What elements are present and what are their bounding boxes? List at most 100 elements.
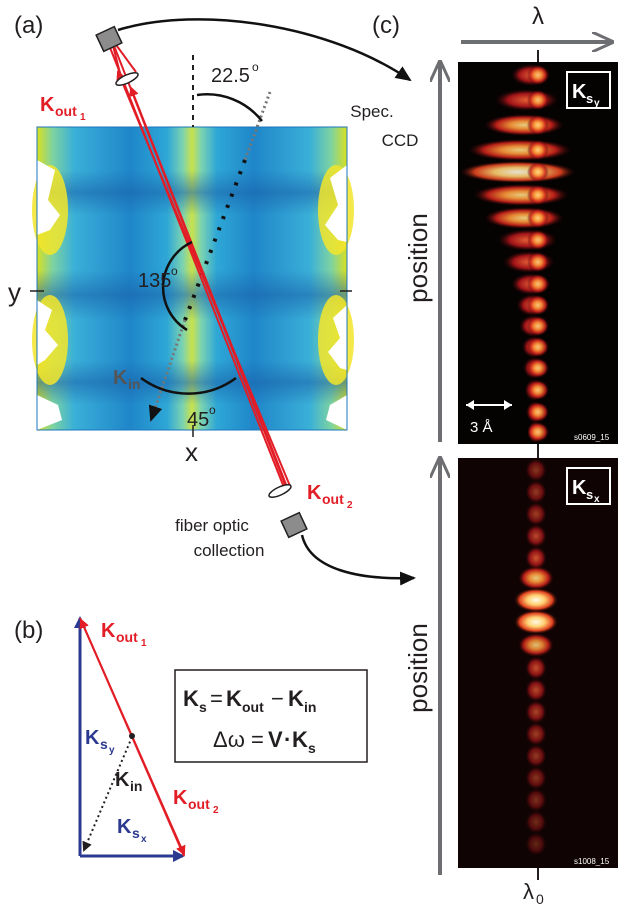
svg-text:Δω: Δω — [213, 727, 245, 752]
svg-text:s: s — [132, 825, 140, 841]
lambda-label: λ — [532, 3, 544, 30]
label-k-out2-a: K out 2 — [307, 482, 353, 511]
spec-ccd-line2: CCD — [382, 131, 419, 150]
svg-text:out: out — [242, 699, 264, 715]
fiber-optic-line2: collection — [194, 541, 265, 560]
spectrum-speckle — [527, 230, 549, 250]
svg-text:λ: λ — [523, 879, 534, 904]
spectrum-speckle — [527, 422, 549, 442]
svg-text:o: o — [209, 403, 216, 417]
svg-text:o: o — [171, 264, 178, 278]
svg-text:1: 1 — [80, 112, 86, 123]
svg-text:K: K — [572, 477, 587, 499]
fiber-optic-line1: fiber optic — [175, 516, 249, 535]
svg-text:=: = — [251, 727, 264, 752]
svg-text:K: K — [307, 482, 322, 504]
svg-text:in: in — [130, 778, 142, 794]
spectrum-speckle — [525, 766, 547, 790]
spectrum-speckle — [525, 832, 547, 856]
svg-text:−: − — [271, 686, 284, 711]
svg-text:45: 45 — [187, 409, 209, 431]
equation-ks: K s = K out − K in — [183, 686, 316, 715]
spectrum-speckle — [527, 402, 549, 422]
angle-arc-135 — [161, 240, 193, 332]
svg-text:s: s — [199, 699, 207, 715]
svg-text:K: K — [115, 769, 130, 791]
spectrum-speckle — [525, 502, 547, 526]
spectrum-speckle — [514, 610, 558, 634]
lens-top — [115, 72, 139, 86]
svg-text:K: K — [173, 787, 188, 809]
svg-text:3 Å: 3 Å — [470, 419, 493, 436]
spectrum-speckle — [525, 744, 547, 768]
panel-b-label: (b) — [14, 617, 43, 644]
arrow-to-top-spectrum — [117, 18, 412, 82]
spectrum-speckle — [525, 788, 547, 812]
svg-text:K: K — [113, 367, 128, 389]
spectrum-speckle — [525, 722, 547, 746]
angle-label-22-5: 22.5 o — [211, 60, 259, 87]
svg-text:K: K — [572, 81, 587, 103]
spectrum-speckle — [525, 700, 547, 724]
spectrum-speckle — [525, 458, 547, 482]
panel-c-label: (c) — [372, 12, 400, 39]
svg-text:2: 2 — [213, 805, 219, 816]
svg-text:K: K — [292, 727, 308, 752]
svg-text:135: 135 — [138, 270, 171, 292]
image-id-bottom: s1008_15 — [574, 857, 610, 866]
spectrum-speckle — [525, 678, 547, 702]
svg-text:K: K — [183, 686, 199, 711]
spectrum-speckle — [525, 480, 547, 504]
svg-text:in: in — [128, 376, 140, 392]
svg-text:s: s — [100, 736, 108, 752]
spectrum-speckle — [527, 274, 549, 294]
spectrum-speckle — [527, 162, 549, 182]
svg-text:s: s — [586, 487, 593, 502]
scattered-beams — [106, 37, 291, 493]
svg-text:s: s — [586, 91, 593, 106]
spectrum-speckle — [467, 139, 572, 161]
svg-text:in: in — [304, 699, 316, 715]
svg-text:1: 1 — [141, 638, 147, 649]
spectrum-speckle — [527, 337, 549, 357]
svg-text:x: x — [141, 834, 147, 845]
svg-text:out: out — [55, 103, 77, 119]
svg-text:K: K — [288, 686, 304, 711]
field-map — [32, 126, 354, 431]
svg-text:K: K — [117, 816, 132, 838]
spectrum-speckle — [527, 208, 549, 228]
svg-text:out: out — [116, 629, 138, 645]
svg-text:0: 0 — [536, 891, 544, 907]
spectrum-speckle — [527, 90, 549, 110]
label-k-sy-b: K s y — [85, 727, 115, 756]
spec-ccd-line1: Spec. — [350, 102, 393, 121]
svg-text:out: out — [188, 796, 210, 812]
position-label-top: position — [403, 213, 433, 303]
spectrum-speckle — [527, 358, 549, 378]
svg-text:·: · — [284, 727, 291, 752]
svg-text:2: 2 — [347, 500, 353, 511]
spectrum-speckle — [527, 252, 549, 272]
svg-text:K: K — [40, 94, 55, 116]
spectrum-speckle — [527, 65, 549, 85]
svg-text:x: x — [594, 494, 600, 505]
svg-text:y: y — [109, 745, 115, 756]
label-k-out2-b: K out 2 — [173, 787, 219, 816]
equation-doppler: Δω = V · K s — [213, 727, 316, 756]
spectrum-speckle — [525, 546, 547, 570]
spectrum-speckle — [518, 633, 554, 657]
angle-arc-45 — [140, 376, 237, 395]
spectrum-speckle — [527, 140, 549, 160]
label-k-out1-a: K out 1 — [40, 94, 86, 123]
spectrum-speckle — [525, 524, 547, 548]
angle-label-45: 45 o — [187, 403, 216, 431]
angle-label-135: 135 o — [138, 264, 178, 292]
svg-text:K: K — [226, 686, 242, 711]
ccd-fiber-box-bottom — [280, 511, 308, 539]
spectrum-speckle — [484, 114, 564, 136]
spectrum-speckle — [514, 588, 558, 612]
arrow-to-bottom-spectrum — [300, 534, 416, 586]
ccd-fiber-box-top — [95, 25, 123, 53]
spectrum-speckle — [527, 380, 549, 400]
